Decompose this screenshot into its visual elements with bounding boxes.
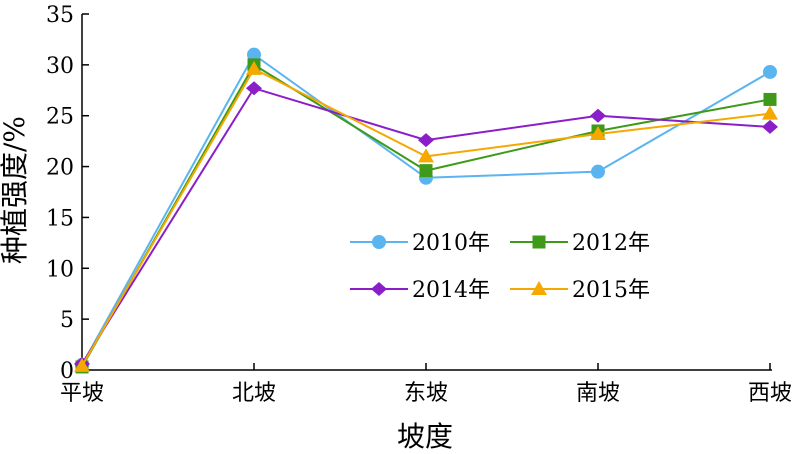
legend-marker	[371, 282, 387, 296]
data-point	[418, 133, 434, 148]
data-point	[590, 108, 606, 123]
data-point	[762, 105, 778, 120]
data-point	[763, 92, 777, 106]
y-tick-label: 0	[60, 359, 74, 384]
x-axis-title: 坡度	[397, 420, 453, 453]
series-1	[75, 47, 777, 372]
series-line	[81, 63, 771, 368]
legend-marker	[531, 281, 547, 295]
data-point	[247, 47, 261, 62]
x-tick-label: 南坡	[576, 381, 620, 406]
y-tick-label: 20	[46, 156, 74, 181]
y-tick-label: 10	[46, 257, 74, 282]
x-axis-ticks: 平坡 北坡 东坡 南坡 西坡	[60, 363, 792, 406]
data-point	[418, 148, 434, 163]
legend-item: 2014年	[350, 278, 490, 303]
y-axis-ticks: 0 5 10 15 20 25 30 35	[46, 3, 89, 384]
data-point	[763, 64, 777, 79]
data-point	[246, 60, 262, 75]
y-tick-label: 25	[46, 105, 74, 130]
y-tick-label: 30	[46, 54, 74, 79]
data-point	[419, 164, 433, 178]
data-point	[591, 164, 605, 179]
legend-item: 2010年	[350, 231, 490, 256]
data-point	[762, 119, 778, 134]
series-line	[81, 67, 771, 367]
data-point	[246, 81, 262, 96]
legend-item: 2012年	[510, 231, 650, 256]
x-tick-label: 西坡	[748, 381, 792, 406]
legend-marker	[532, 235, 546, 249]
series-2	[75, 58, 777, 374]
legend-label: 2012年	[572, 231, 650, 256]
legend-label: 2010年	[412, 231, 490, 256]
data-point	[74, 357, 90, 372]
legend-label: 2015年	[572, 278, 650, 303]
legend: 2010年 2012年 2014年 2015年	[350, 231, 650, 303]
y-tick-label: 15	[46, 206, 74, 231]
y-tick-label: 5	[60, 308, 74, 333]
axes	[81, 14, 772, 371]
series-layer	[74, 47, 778, 374]
series-line	[81, 53, 771, 366]
x-tick-label: 北坡	[232, 381, 276, 406]
legend-label: 2014年	[412, 278, 490, 303]
legend-marker	[372, 235, 386, 249]
x-tick-label: 平坡	[60, 381, 104, 406]
x-tick-label: 东坡	[404, 381, 448, 406]
data-point	[590, 126, 606, 141]
y-axis-title: 种植强度/%	[0, 116, 31, 264]
series-4	[74, 60, 778, 372]
series-line	[81, 87, 771, 365]
y-tick-label: 35	[46, 3, 74, 28]
legend-item: 2015年	[510, 278, 650, 303]
